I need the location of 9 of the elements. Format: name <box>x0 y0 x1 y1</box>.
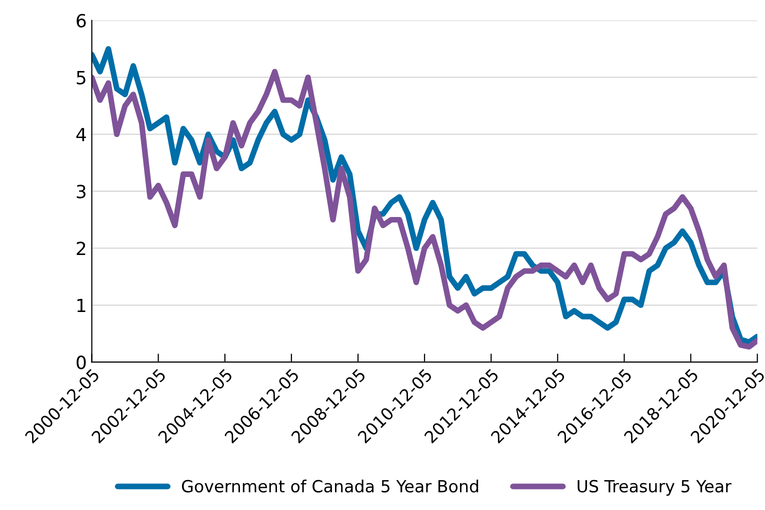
y-tick-label: 5 <box>76 71 86 84</box>
y-tick-label: 2 <box>76 242 86 256</box>
y-tick-label: 4 <box>76 128 86 142</box>
legend-label: US Treasury 5 Year <box>578 480 732 496</box>
y-tick-label: 6 <box>76 14 86 28</box>
y-tick-label: 3 <box>76 184 86 198</box>
y-tick-label: 1 <box>77 298 86 312</box>
y-tick-label: 0 <box>76 356 86 370</box>
legend-label: Government of Canada 5 Year Bond <box>182 480 478 493</box>
